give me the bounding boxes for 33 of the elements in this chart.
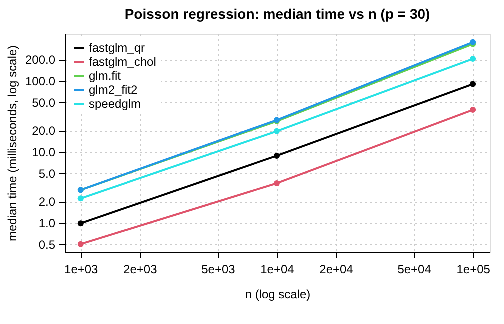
legend-label: glm2_fit2 (89, 83, 138, 97)
y-tick-label: 50.0 (32, 96, 56, 110)
point (470, 56, 476, 62)
legend-label: speedglm (89, 97, 142, 111)
x-axis-title: n (log scale) (245, 288, 311, 302)
y-tick-label: 1.0 (38, 216, 56, 230)
point (78, 196, 84, 202)
x-tick-label: 1e+05 (456, 262, 491, 276)
x-tick-label: 5e+04 (398, 262, 432, 276)
point (274, 152, 280, 159)
x-tick-label: 5e+03 (202, 262, 236, 276)
y-tick-label: 5.0 (38, 166, 56, 181)
point (78, 241, 84, 248)
x-tick-label: 2e+03 (124, 262, 158, 276)
point (470, 81, 476, 88)
point (274, 180, 280, 186)
y-tick-label: 0.5 (38, 238, 56, 252)
x-tick-label: 2e+04 (320, 262, 354, 276)
y-tick-label: 2.0 (38, 195, 56, 210)
legend-label: fastglm_chol (89, 55, 156, 69)
y-axis-title: median time (milliseconds, log scale) (5, 45, 20, 242)
point (78, 220, 84, 227)
y-tick-label: 20.0 (32, 124, 56, 138)
chart-title: Poisson regression: median time vs n (p = 30) (124, 6, 430, 22)
x-tick-label: 1e+03 (64, 262, 99, 276)
y-tick-label: 100.0 (25, 74, 56, 89)
y-tick-label: 10.0 (32, 146, 56, 160)
point (470, 107, 476, 114)
point (274, 128, 280, 134)
legend-label: glm.fit (89, 69, 122, 83)
x-tick-label: 1e+04 (260, 262, 295, 276)
legend-label: fastglm_qr (89, 41, 146, 55)
y-tick-label: 200.0 (25, 53, 56, 68)
